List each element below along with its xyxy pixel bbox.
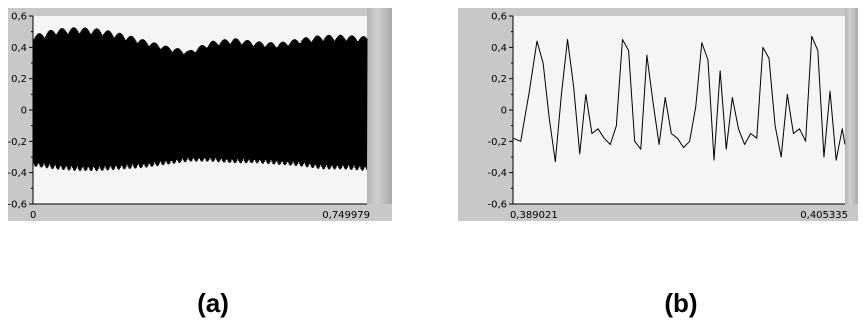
y-tick-label-b: 0,2 bbox=[491, 74, 507, 85]
chart-svg-a: 0,60,40,20-0,2-0,4-0,60 0,749979 bbox=[7, 12, 370, 222]
x-tick-label-a: 0,749979 bbox=[322, 210, 370, 221]
y-tick-label-a: 0,6 bbox=[11, 12, 27, 23]
x-tick-label-a: 0 bbox=[30, 210, 36, 221]
y-tick-label-a: -0,4 bbox=[7, 168, 27, 179]
caption-a: (a) bbox=[197, 288, 229, 318]
y-tick-label-b: 0,4 bbox=[491, 43, 507, 54]
y-tick-label-b: -0,2 bbox=[487, 137, 507, 148]
chart-panel-b: 0,6 0,4 0,2 0 -0,2 -0,4 -0,6 0,389021 0,405335 bbox=[450, 0, 863, 230]
y-tick-label-a: -0,2 bbox=[7, 137, 27, 148]
chart-svg-b: 0,6 0,4 0,2 0 -0,2 -0,4 -0,60,389021 0,405335 bbox=[487, 12, 848, 222]
y-tick-label-b: -0,6 bbox=[487, 200, 507, 211]
y-tick-label-a: 0 bbox=[21, 106, 27, 117]
waveform-trace-b bbox=[512, 35, 846, 163]
y-tick-label-a: 0,4 bbox=[11, 43, 27, 54]
y-tick-label-b: 0,6 bbox=[491, 12, 507, 23]
waveform-trace-a bbox=[32, 27, 368, 172]
y-tick-label-a: 0,2 bbox=[11, 74, 27, 85]
y-tick-label-b: 0 bbox=[501, 106, 507, 117]
x-tick-label-b: 0,405335 bbox=[800, 210, 848, 221]
y-tick-label-a: -0,6 bbox=[7, 200, 27, 211]
chart-scrollbar-a[interactable] bbox=[367, 8, 392, 204]
chart-panel-a: 0,6 0,4 0,2 0 -0,2 -0,4 -0,6 0 0,749979 bbox=[0, 0, 400, 230]
chart-scrollbar-b[interactable] bbox=[845, 8, 858, 204]
x-tick-label-b: 0,389021 bbox=[510, 210, 558, 221]
caption-b: (b) bbox=[664, 288, 698, 318]
y-tick-label-b: -0,4 bbox=[487, 168, 507, 179]
